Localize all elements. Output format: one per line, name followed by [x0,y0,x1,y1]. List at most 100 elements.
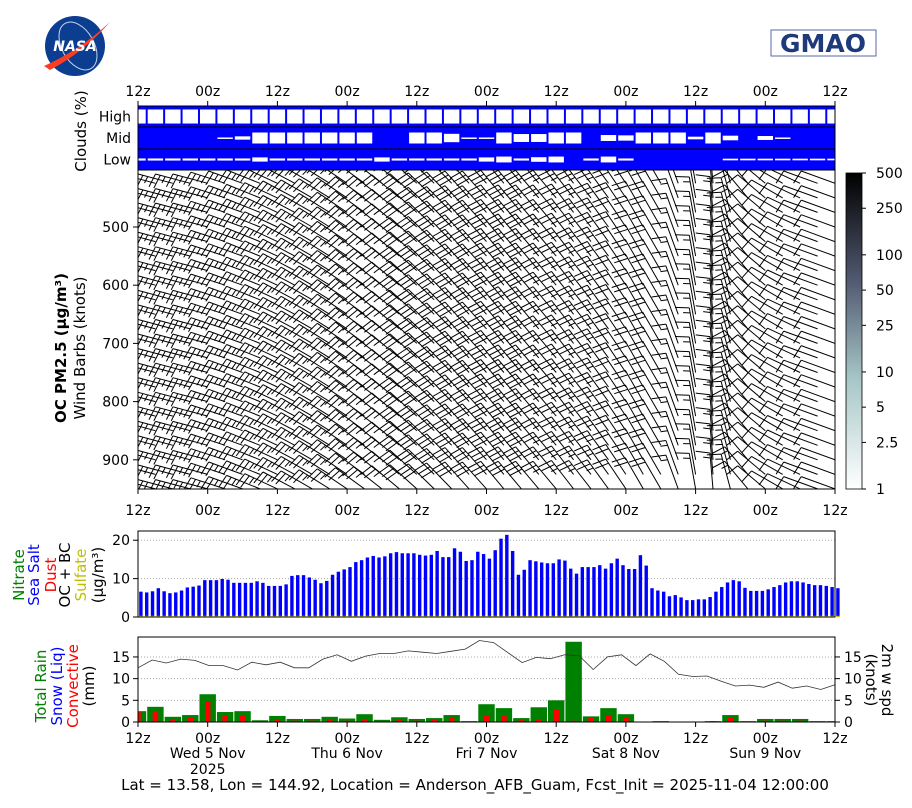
sea-salt-bar [273,586,276,616]
sea-salt-bar [302,575,305,615]
sea-salt-bar [197,586,200,616]
total-rain-bar [565,642,581,722]
cloud-cell-mid [653,133,668,144]
sea-salt-bar [621,565,624,615]
cloud-cell-low [305,158,320,160]
cloud-cell-low [252,157,267,161]
cloud-cell-high [548,109,563,123]
sea-salt-bar [679,597,682,615]
cloud-cell-mid [339,133,354,144]
cloud-cell-mid [548,133,563,144]
cloud-cell-mid [409,133,424,144]
sea-salt-bar [244,583,247,616]
cloud-cell-high [374,109,389,123]
wind-barb [97,320,138,334]
clouds-ylabel: Clouds (%) [72,90,90,171]
cloud-cell-mid [322,133,337,144]
sea-salt-bar [557,559,560,615]
sea-salt-bar [226,580,229,616]
sea-salt-bar [348,567,351,615]
colorbar-tick-label: 25 [876,318,894,334]
sea-salt-bar [633,569,636,615]
cloud-cell-mid [705,133,720,144]
cloud-cell-mid [723,136,738,141]
bottom-time-label: 00z [474,731,499,747]
cloud-cell-high [270,109,285,123]
cloud-cell-low [618,158,633,160]
convective-bar [588,718,593,722]
sea-salt-bar [453,548,456,615]
sea-salt-bar [552,563,555,615]
sea-salt-bar [296,575,299,615]
convective-bar [188,718,193,722]
sea-salt-bar [383,556,386,615]
cloud-cell-high [165,109,180,123]
sea-salt-bar [569,569,572,616]
cloud-cell-high [740,109,755,123]
wind-barb [97,436,138,450]
convective-bar [449,718,454,722]
sea-salt-bar [790,581,793,615]
sea-salt-bar [424,556,427,616]
cloud-cell-high [287,109,302,123]
barb-time-label: 12z [544,503,569,519]
cloud-cell-low [583,158,598,160]
cloud-cell-mid [252,133,267,144]
convective-bar [153,711,158,722]
barb-time-label: 00z [753,503,778,519]
wind-barb [97,261,138,275]
cloud-cell-low [479,157,494,161]
sea-salt-bar [517,575,520,616]
cloud-cell-high [758,109,773,123]
cloud-cell-high [200,109,215,123]
cloud-cell-low [601,157,616,163]
sea-salt-bar [464,561,467,616]
sea-salt-bar [627,569,630,615]
sea-salt-bar [755,591,758,616]
footer-info: Lat = 13.58, Lon = 144.92, Location = An… [121,776,829,795]
wind-barbs-ylabel: Wind Barbs (knots) [71,277,89,420]
wind-barb [97,480,138,494]
cloud-cell-high [653,109,668,123]
sea-salt-bar [674,595,677,615]
precip-ytick-label: 10 [112,672,130,688]
cloud-cell-low [514,158,529,160]
bottom-time-label: 12z [683,731,708,747]
convective-bar [623,717,628,722]
cloud-cell-high [305,109,320,123]
svg-text:GMAO: GMAO [780,29,866,58]
wind-barb [97,305,138,319]
sea-salt-bar [668,596,671,615]
sea-salt-bar [807,584,810,615]
sea-salt-bar [180,591,183,616]
sea-salt-bar [778,585,781,615]
barb-time-label: 12z [404,503,429,519]
cloud-cell-mid [217,137,232,139]
sea-salt-bar [377,557,380,615]
sea-salt-bar [215,580,218,615]
convective-bar [205,701,210,722]
sea-salt-bar [801,582,804,615]
sea-salt-bar [639,555,642,615]
bottom-time-label: 12z [265,731,290,747]
sea-salt-bar [186,587,189,615]
sea-salt-bar [342,569,345,615]
wind-barb [97,203,138,217]
sea-salt-bar [430,555,433,616]
sea-salt-bar [174,592,177,615]
cloud-cell-low [409,158,424,160]
sea-salt-bar [360,560,363,615]
cloud-cell-low [357,158,372,160]
top-time-label: 12z [265,84,290,100]
barb-time-label: 12z [265,503,290,519]
sea-salt-bar [221,579,224,615]
sea-salt-bar [406,553,409,615]
top-time-label: 00z [613,84,638,100]
sea-salt-bar [476,552,479,616]
cloud-cell-mid [636,133,651,144]
sea-salt-bar [139,592,142,616]
